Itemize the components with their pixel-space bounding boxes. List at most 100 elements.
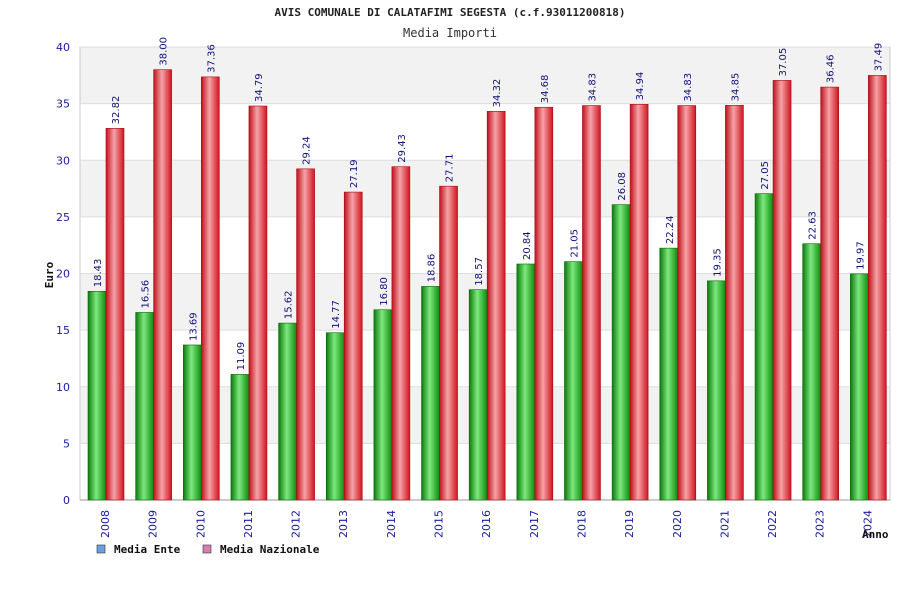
x-tick-label: 2012	[290, 510, 303, 538]
bar-media-nazionale	[582, 105, 601, 501]
y-tick-label: 10	[56, 381, 70, 394]
bar-media-nazionale	[391, 166, 411, 501]
bar-media-nazionale	[248, 105, 268, 501]
bar-media-ente	[564, 261, 583, 501]
x-tick-label: 2008	[99, 510, 112, 538]
bar-media-ente	[182, 344, 202, 501]
data-label: 34.83	[683, 73, 694, 102]
data-label: 38.00	[159, 37, 170, 66]
data-label: 15.62	[284, 290, 295, 319]
y-tick-label: 5	[63, 437, 70, 450]
bar-media-nazionale	[486, 111, 506, 501]
data-label: 32.82	[111, 96, 122, 125]
data-label: 34.79	[254, 73, 265, 102]
x-tick-label: 2011	[242, 510, 255, 538]
x-tick-label: 2021	[718, 510, 731, 538]
bar-media-nazionale	[868, 75, 887, 501]
data-label: 34.32	[492, 79, 503, 108]
x-tick-label: 2018	[575, 510, 588, 538]
legend-swatch	[96, 544, 106, 554]
y-tick-label: 40	[56, 41, 70, 54]
bar-media-nazionale	[153, 69, 172, 501]
y-tick-label: 35	[56, 98, 70, 111]
y-tick-label: 20	[56, 268, 70, 281]
bar-media-ente	[707, 280, 726, 501]
x-tick-label: 2017	[528, 510, 541, 538]
legend-label: Media Ente	[114, 543, 181, 556]
data-label: 22.63	[808, 211, 819, 240]
y-tick-label: 25	[56, 211, 70, 224]
data-label: 22.24	[665, 215, 676, 244]
data-label: 34.94	[635, 72, 646, 101]
chart-subtitle: Media Importi	[403, 26, 497, 40]
bar-media-ente	[230, 374, 250, 501]
x-tick-label: 2022	[766, 510, 779, 538]
data-label: 37.36	[206, 44, 217, 73]
chart-title: AVIS COMUNALE DI CALATAFIMI SEGESTA (c.f…	[275, 6, 626, 19]
data-label: 36.46	[826, 54, 837, 83]
x-tick-label: 2015	[433, 510, 446, 538]
bar-media-ente	[325, 332, 345, 501]
bar-media-nazionale	[725, 105, 744, 501]
x-tick-label: 2020	[671, 510, 684, 538]
x-tick-label: 2010	[194, 510, 207, 538]
data-label: 13.69	[188, 312, 199, 341]
bar-media-nazionale	[534, 106, 554, 501]
data-label: 16.56	[141, 280, 152, 309]
data-label: 37.49	[873, 43, 884, 72]
bar-media-nazionale	[439, 185, 458, 501]
y-tick-label: 15	[56, 324, 70, 337]
data-label: 27.05	[760, 161, 771, 190]
x-tick-label: 2024	[861, 510, 874, 538]
data-label: 11.09	[236, 342, 247, 371]
data-label: 21.05	[569, 229, 580, 258]
bar-media-ente	[87, 290, 107, 501]
data-label: 18.43	[93, 259, 104, 288]
bar-media-nazionale	[200, 76, 220, 501]
bar-media-nazionale	[772, 80, 792, 501]
bar-media-ente	[421, 286, 440, 501]
legend-swatch	[202, 544, 212, 554]
bar-media-nazionale	[296, 168, 315, 501]
bar-media-ente	[373, 309, 393, 501]
legend-label: Media Nazionale	[220, 543, 320, 556]
data-label: 29.43	[397, 134, 408, 163]
data-label: 18.86	[427, 254, 438, 283]
data-label: 34.85	[730, 73, 741, 102]
tick-labels: 0 5 10 15 20 25 30 35 40 2008 2009 2010 2011 2012 2013…	[56, 41, 874, 538]
data-label: 29.24	[302, 136, 313, 165]
bar-media-ente	[850, 273, 869, 501]
x-tick-label: 2016	[480, 510, 493, 538]
data-label: 16.80	[379, 277, 390, 306]
bar-media-ente	[135, 312, 154, 501]
data-label: 27.71	[445, 154, 456, 183]
bar-media-nazionale	[105, 128, 125, 501]
bar-media-ente	[516, 263, 536, 501]
data-label: 19.97	[855, 241, 866, 270]
x-tick-label: 2013	[337, 510, 350, 538]
legend: Media Ente Media Nazionale	[96, 543, 320, 556]
data-label: 27.19	[349, 159, 360, 188]
x-axis-title: Anno	[862, 528, 889, 541]
bar-media-ente	[754, 193, 774, 501]
bar-media-nazionale	[343, 191, 363, 501]
x-tick-label: 2019	[623, 510, 636, 538]
y-tick-label: 30	[56, 154, 70, 167]
bar-media-ente	[611, 204, 631, 501]
data-label: 34.83	[587, 73, 598, 102]
x-tick-label: 2014	[385, 510, 398, 538]
data-label: 34.68	[540, 75, 551, 104]
data-label: 26.08	[617, 172, 628, 201]
y-tick-label: 0	[63, 494, 70, 507]
bar-media-nazionale	[820, 86, 840, 501]
bar-media-nazionale	[677, 105, 697, 501]
x-tick-label: 2009	[147, 510, 160, 538]
bar-media-ente	[278, 322, 297, 501]
data-label: 19.35	[712, 248, 723, 277]
data-label: 14.77	[331, 300, 342, 329]
data-label: 18.57	[474, 257, 485, 286]
bar-media-ente	[659, 247, 679, 501]
bar-media-nazionale	[629, 104, 649, 501]
bar-media-ente	[802, 243, 822, 501]
